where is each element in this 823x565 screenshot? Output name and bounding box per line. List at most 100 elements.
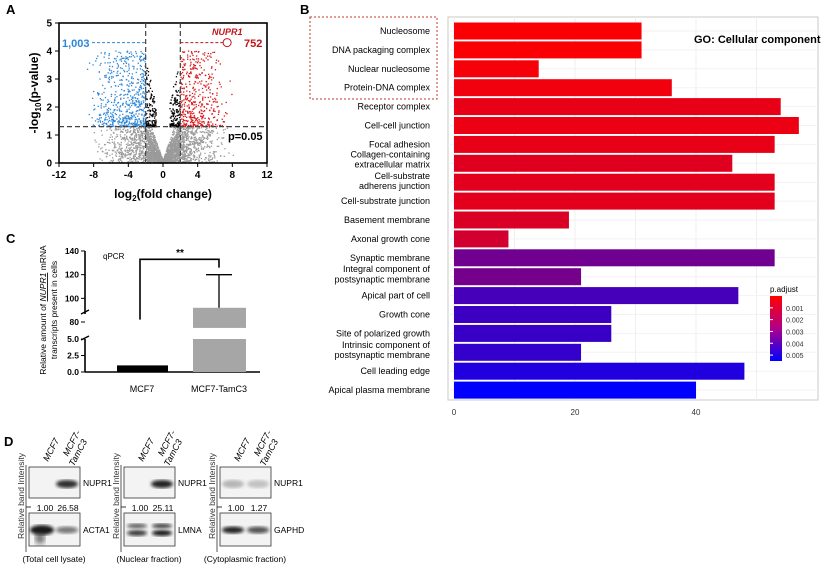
volcano-point xyxy=(141,109,143,111)
volcano-point xyxy=(216,87,218,90)
volcano-point xyxy=(177,139,179,141)
volcano-point xyxy=(98,146,100,148)
volcano-point xyxy=(153,161,156,163)
volcano-point xyxy=(193,66,195,68)
volcano-point xyxy=(113,57,116,60)
volcano-point xyxy=(183,135,185,138)
volcano-point xyxy=(137,106,140,108)
volcano-point xyxy=(151,142,154,144)
volcano-point xyxy=(134,104,136,106)
volcano-point xyxy=(170,152,172,155)
volcano-point xyxy=(174,125,176,127)
volcano-point xyxy=(128,103,130,106)
volcano-point xyxy=(168,149,170,151)
volcano-point xyxy=(106,113,109,115)
volcano-point xyxy=(184,141,186,143)
volcano-point xyxy=(112,159,114,161)
volcano-point xyxy=(173,97,176,99)
volcano-point xyxy=(198,160,200,162)
volcano-point xyxy=(144,128,146,130)
volcano-point xyxy=(203,106,206,108)
volcano-point xyxy=(129,117,131,119)
volcano-point xyxy=(105,149,107,151)
volcano-point xyxy=(146,145,148,148)
volcano-point xyxy=(149,113,151,115)
volcano-point xyxy=(188,107,190,110)
volcano-point xyxy=(132,147,135,149)
volcano-point xyxy=(144,61,146,63)
y-tick-label: 5.0 xyxy=(67,334,79,344)
volcano-point xyxy=(173,159,175,161)
volcano-point xyxy=(190,132,192,135)
volcano-point xyxy=(150,141,153,143)
volcano-point xyxy=(147,146,149,148)
volcano-point xyxy=(134,97,136,99)
volcano-point xyxy=(182,115,185,118)
volcano-point xyxy=(131,96,133,99)
volcano-point xyxy=(148,156,150,159)
volcano-point xyxy=(190,98,192,100)
volcano-point xyxy=(152,144,155,146)
volcano-point xyxy=(178,116,181,119)
volcano-point xyxy=(142,75,144,78)
volcano-point xyxy=(88,62,91,64)
volcano-point xyxy=(211,142,213,145)
volcano-point xyxy=(184,161,186,163)
volcano-point xyxy=(146,156,148,159)
volcano-point xyxy=(177,110,179,112)
volcano-point xyxy=(202,99,204,101)
volcano-point xyxy=(142,87,145,90)
volcano-point xyxy=(124,106,127,108)
volcano-point xyxy=(175,104,177,106)
volcano-point xyxy=(194,88,196,90)
volcano-point xyxy=(153,113,155,115)
volcano-point xyxy=(133,89,135,91)
volcano-point xyxy=(112,111,114,114)
volcano-point xyxy=(176,150,178,152)
volcano-point xyxy=(152,147,154,149)
volcano-point xyxy=(153,124,156,126)
volcano-point xyxy=(190,103,193,105)
volcano-point xyxy=(175,151,177,153)
volcano-point xyxy=(155,143,157,145)
bar-mcf7-tamc3-lower xyxy=(193,339,246,372)
volcano-point xyxy=(143,122,145,124)
volcano-point xyxy=(150,136,153,138)
volcano-point xyxy=(142,161,144,163)
volcano-point xyxy=(141,131,143,134)
volcano-point xyxy=(145,133,147,135)
volcano-point xyxy=(138,103,140,105)
volcano-point xyxy=(146,133,148,135)
volcano-point xyxy=(188,111,190,113)
volcano-point xyxy=(154,138,156,141)
volcano-point xyxy=(101,93,103,95)
volcano-point xyxy=(178,122,180,125)
volcano-point xyxy=(143,111,145,113)
volcano-point xyxy=(206,161,208,163)
volcano-point xyxy=(192,108,194,110)
volcano-point xyxy=(136,101,138,103)
volcano-point xyxy=(161,156,163,159)
volcano-point xyxy=(167,151,169,153)
volcano-point xyxy=(113,132,115,134)
volcano-point xyxy=(138,126,140,128)
volcano-point xyxy=(115,128,118,130)
volcano-point xyxy=(124,118,126,120)
volcano-point xyxy=(182,156,184,158)
legend-title: p.adjust xyxy=(770,285,799,294)
volcano-point xyxy=(150,132,152,135)
volcano-point xyxy=(142,80,144,82)
volcano-point xyxy=(138,135,140,138)
volcano-point xyxy=(186,105,188,107)
volcano-point xyxy=(93,124,95,127)
volcano-point xyxy=(135,97,137,99)
volcano-point xyxy=(110,95,112,97)
volcano-point xyxy=(153,138,155,141)
volcano-point xyxy=(144,138,146,140)
volcano-point xyxy=(177,94,179,97)
volcano-point xyxy=(191,126,193,129)
volcano-point xyxy=(145,93,147,95)
volcano-point xyxy=(95,141,97,143)
volcano-point xyxy=(140,86,142,88)
